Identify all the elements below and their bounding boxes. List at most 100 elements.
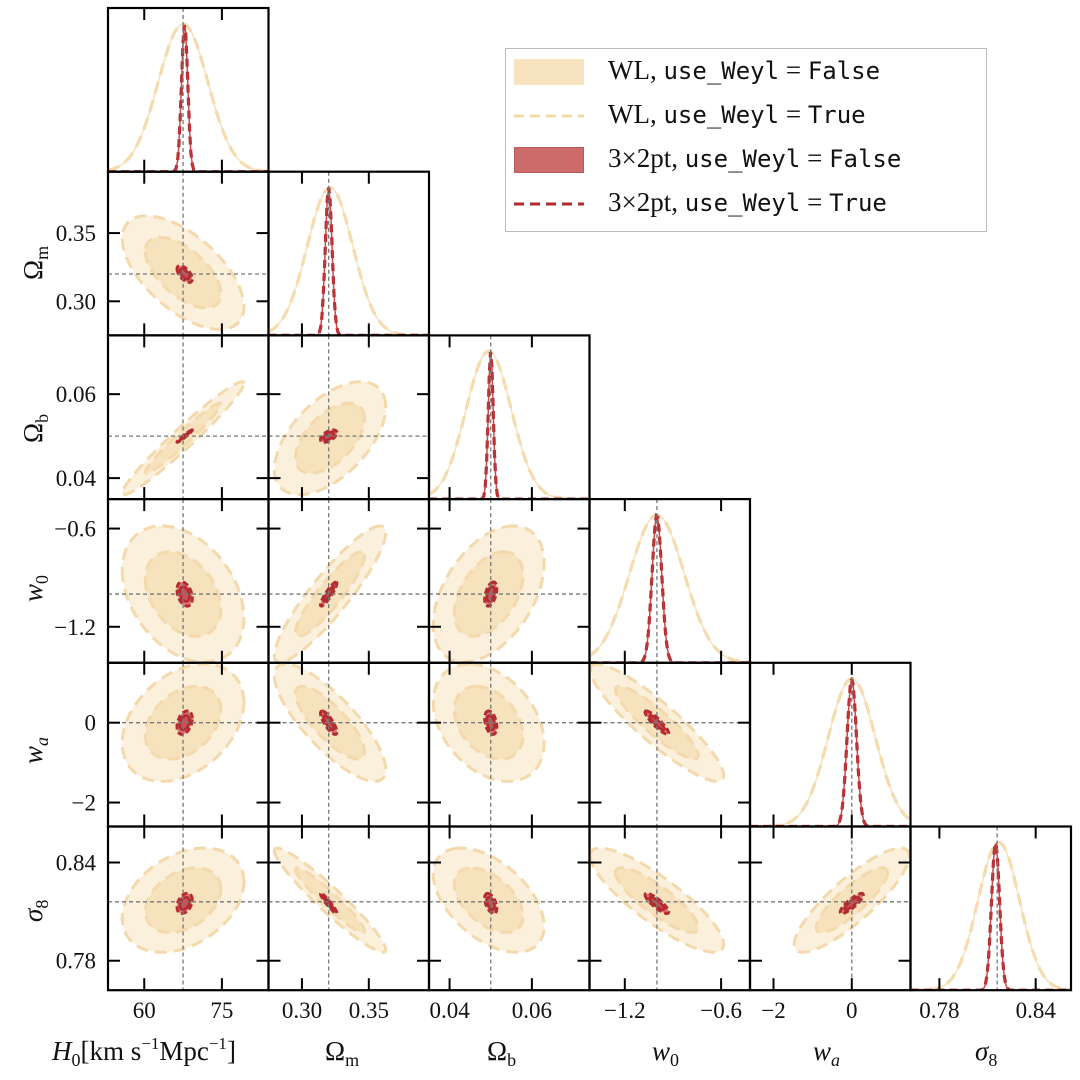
x-tick-label: −0.6 (700, 998, 742, 1023)
legend: WL, use_Weyl = False WL, use_Weyl = True… (505, 48, 987, 232)
legend-item-wl-true: WL, use_Weyl = True (506, 95, 986, 139)
panel-Ob-Om (267, 334, 431, 501)
panel-w0-Ob (427, 498, 591, 664)
legend-swatch-wl-dashed (514, 114, 584, 118)
legend-item-3x2pt-false: 3×2pt, use_Weyl = False (506, 139, 986, 183)
marginal-x2pt-Ob (429, 351, 590, 500)
contour-3x2pt-68 (178, 431, 191, 442)
marginal-x2pt-w0 (589, 512, 750, 663)
panel-frame (909, 825, 1073, 992)
legend-label: WL, use_Weyl = True (608, 99, 866, 129)
y-tick-label: 0.35 (56, 221, 96, 246)
marginal-solid-x2pt-H0 (108, 24, 269, 172)
x-label-wa: wa (813, 1036, 840, 1070)
marginal-solid-x2pt-wa (750, 678, 911, 827)
legend-label: WL, use_Weyl = False (608, 55, 881, 85)
y-tick-label: 0.78 (56, 949, 96, 974)
marginal-solid-x2pt-Om (268, 187, 429, 336)
x-tick-label: 75 (210, 998, 233, 1023)
y-label-omega-b: Ωb (18, 414, 52, 443)
panel-Ob-H0: 0.04 0.06 (56, 334, 270, 501)
panel-wa-wa (748, 661, 912, 828)
panel-w0-w0 (588, 498, 752, 664)
x-tick-label: 60 (133, 998, 156, 1023)
x-label-omega-b: Ωb (487, 1036, 516, 1070)
x-tick-label: −1.2 (604, 998, 646, 1023)
y-tick-label: 0.30 (56, 289, 96, 314)
contour-3x2pt-68 (178, 585, 191, 603)
y-tick-label: 0 (85, 711, 97, 736)
x-tick-label: 0 (846, 998, 858, 1023)
panel-wa-Om (267, 661, 431, 828)
panel-w0-H0: −1.2 −0.6 (54, 498, 270, 664)
panel-s8-wa: −2 0 (748, 825, 912, 1023)
panel-frame (267, 170, 431, 337)
y-tick-label: −2 (72, 791, 96, 816)
marginal-solid-wl-w0 (589, 514, 750, 663)
contour-3x2pt-68 (178, 895, 191, 911)
y-tick-label: −0.6 (54, 517, 96, 542)
x-label-omega-m: Ωm (325, 1036, 359, 1070)
panel-wa-H0: −2 0 (72, 661, 270, 828)
y-label-omega-m: Ωm (18, 246, 52, 280)
x-tick-label: 0.06 (512, 998, 552, 1023)
contour-3x2pt-68 (485, 895, 496, 912)
legend-swatch-wl-filled (514, 59, 584, 85)
marginal-solid-wl-wa (750, 678, 911, 827)
x-tick-label: 0.35 (349, 998, 389, 1023)
y-tick-label: 0.04 (56, 466, 97, 491)
y-label-wa: wa (18, 737, 52, 764)
y-tick-label: −1.2 (54, 615, 96, 640)
legend-item-3x2pt-true: 3×2pt, use_Weyl = True (506, 183, 986, 227)
panel-s8-Ob: 0.04 0.06 (427, 825, 591, 1023)
marginal-wl-w0 (589, 513, 750, 663)
panel-s8-w0: −1.2 −0.6 (588, 825, 752, 1023)
marginal-solid-wl-s8 (910, 841, 1071, 991)
panel-wa-Ob (427, 661, 591, 828)
x-tick-label: 0.04 (429, 998, 470, 1023)
marginal-solid-x2pt-w0 (589, 514, 750, 663)
marginal-solid-x2pt-s8 (910, 841, 1071, 991)
panel-H0-H0 (106, 6, 270, 173)
marginal-x2pt-Om (268, 187, 429, 336)
panel-frame (427, 334, 591, 501)
panel-w0-Om (267, 498, 431, 664)
panel-Ob-Ob (427, 334, 591, 501)
x-label-sigma8: σ8 (975, 1036, 997, 1070)
contour-3x2pt-68 (178, 714, 191, 732)
panel-Om-Om (267, 170, 431, 337)
contour-3x2pt-68 (648, 895, 666, 911)
marginal-solid-wl-Ob (429, 350, 590, 500)
legend-item-wl-false: WL, use_Weyl = False (506, 51, 986, 95)
y-tick-label: 0.84 (56, 851, 97, 876)
marginal-x2pt-wa (750, 678, 911, 827)
marginal-wl-wa (750, 677, 911, 827)
panel-s8-Om: 0.30 0.35 (267, 825, 431, 1023)
x-tick-label: −2 (761, 998, 785, 1023)
marginal-solid-x2pt-Ob (429, 351, 590, 500)
panel-frame (588, 498, 752, 664)
x-tick-label: 0.30 (282, 998, 322, 1023)
x-tick-label: 0.78 (919, 998, 959, 1023)
panel-frame (748, 661, 912, 828)
contour-3x2pt-68 (843, 895, 861, 911)
panel-s8-s8: 0.78 0.84 (909, 825, 1073, 1023)
legend-swatch-3x2pt-dashed (514, 202, 584, 206)
marginal-wl-Ob (429, 349, 590, 500)
x-tick-label: 0.84 (1016, 998, 1057, 1023)
marginal-solid-wl-H0 (108, 23, 269, 172)
marginal-wl-Om (268, 186, 429, 336)
legend-label: 3×2pt, use_Weyl = False (608, 143, 902, 173)
marginal-solid-wl-Om (268, 186, 429, 336)
panel-s8-H0: 60 75 0.78 0.84 (56, 825, 270, 1023)
x-label-h0: H0[km s−1Mpc−1] (51, 1034, 236, 1070)
x-label-w0: w0 (652, 1036, 679, 1070)
panel-frame (106, 334, 270, 501)
panel-wa-w0 (588, 661, 752, 828)
y-label-w0: w0 (18, 575, 52, 602)
panel-Om-H0: 0.30 0.35 (56, 170, 270, 337)
y-tick-label: 0.06 (56, 382, 96, 407)
legend-label: 3×2pt, use_Weyl = True (608, 187, 887, 217)
contour-3x2pt-68 (178, 267, 191, 281)
